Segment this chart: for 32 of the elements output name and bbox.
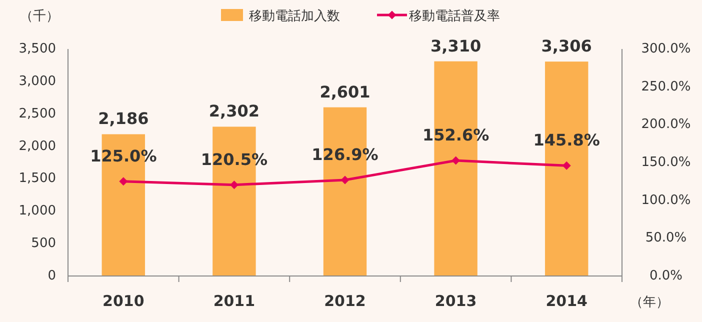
data-label: 3,306: [541, 36, 592, 56]
x-tick-label: 2010: [102, 292, 144, 310]
data-label: 2,186: [98, 109, 149, 128]
x-tick-label: 2012: [324, 292, 366, 310]
y-tick-label: 2,500: [18, 106, 56, 122]
data-label: 2,302: [208, 102, 260, 121]
legend-label: 移動電話普及率: [409, 8, 500, 24]
y-tick-label: 1,500: [18, 171, 56, 186]
point: [119, 177, 128, 186]
x-tick-label: 2011: [213, 292, 256, 310]
y-tick-label: 3,500: [18, 42, 56, 56]
y2-tick-label: 200.0%: [641, 117, 691, 132]
x-axis-title: （年）: [630, 295, 669, 310]
y-tick-label: 500: [31, 236, 56, 252]
data-label: 2,601: [320, 82, 370, 102]
y2-tick-label: 300.0%: [641, 42, 691, 56]
y-tick-label: 0: [48, 268, 56, 284]
y-tick-label: 3,000: [18, 74, 56, 89]
y2-tick-label: 100.0%: [641, 192, 691, 208]
y2-tick-label: 250.0%: [641, 79, 691, 94]
point: [340, 176, 350, 184]
data-label: 3,310: [430, 36, 482, 56]
legend-label: 移動電話加入数: [249, 9, 340, 24]
y2-tick-label: 50.0%: [645, 230, 687, 246]
x-tick-label: 2013: [434, 292, 477, 310]
y-axis-title: （千）: [20, 9, 59, 24]
y-tick-label: 2,000: [18, 138, 56, 154]
y2-tick-label: 0.0%: [649, 268, 683, 284]
x-tick-label: 2014: [546, 292, 588, 310]
y-tick-label: 1,000: [18, 204, 56, 219]
y2-tick-label: 150.0%: [641, 155, 691, 170]
point: [562, 161, 571, 170]
